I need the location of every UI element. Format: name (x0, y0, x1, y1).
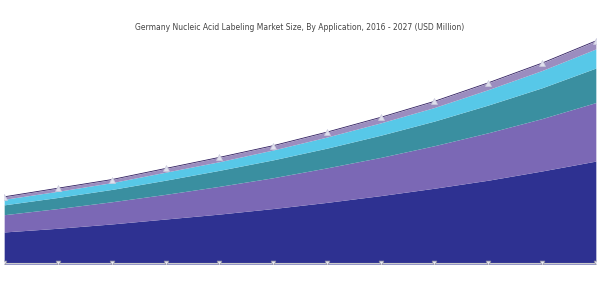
Title: Germany Nucleic Acid Labeling Market Size, By Application, 2016 - 2027 (USD Mill: Germany Nucleic Acid Labeling Market Siz… (136, 23, 464, 32)
